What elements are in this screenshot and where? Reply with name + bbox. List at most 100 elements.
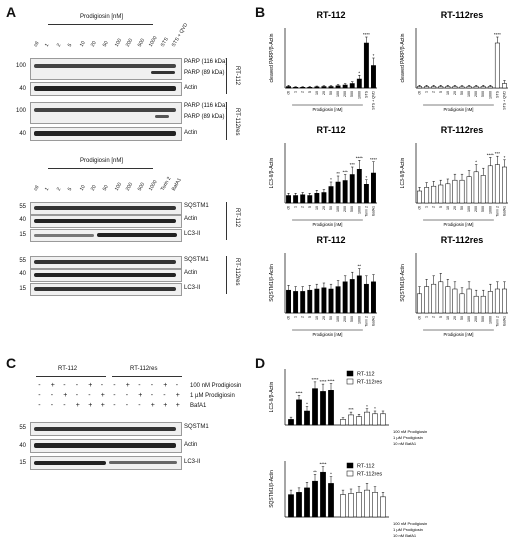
panel-label-a: A (6, 4, 17, 20)
y-axis-label: cleaved PARP/β-Actin (269, 33, 275, 82)
chart-title: RT-112 (316, 125, 345, 135)
bar (445, 86, 451, 89)
label-parp116-a1: PARP (116 kDa) (184, 59, 228, 65)
label-sqstm1-c: SQSTM1 (184, 424, 209, 430)
label-sqstm1-a3: SQSTM1 (184, 203, 209, 209)
legend-swatch (346, 462, 354, 469)
lane-label: 50 (101, 40, 110, 48)
sign-cell: - (125, 402, 129, 409)
bar (314, 86, 320, 89)
bar (356, 416, 362, 426)
bar (328, 288, 334, 314)
lane-label: 5 (67, 42, 74, 48)
tick-label: 1000 (488, 91, 492, 99)
significance-label: **** (311, 377, 318, 382)
tick-label: 20 (453, 206, 457, 210)
sign-cell: + (175, 402, 180, 409)
tick-label: Torin 2 (364, 316, 368, 327)
condition-label: 1 µM Prodigiosin (393, 435, 423, 440)
sign-cell: - (138, 382, 141, 389)
tick-label: 1 (294, 316, 298, 318)
bar (307, 289, 313, 314)
tick-label: 1 (294, 91, 298, 93)
sign-cell: - (75, 382, 79, 389)
lane-label: 1 (44, 42, 51, 48)
lane-label: 5 (67, 186, 74, 192)
label-actin-c: Actin (184, 442, 198, 448)
lane-label: 10 (78, 184, 87, 192)
tick-label: Torin 2 (495, 316, 499, 327)
bar (473, 171, 479, 204)
bar (494, 42, 500, 89)
bracket-rt112res-a2 (226, 102, 227, 140)
lane-label: 50 (101, 184, 110, 192)
significance-label: * (373, 53, 375, 58)
bar (466, 288, 472, 314)
bar (348, 493, 354, 518)
bracket-rt112-a3 (226, 202, 227, 240)
lane-label: 100 (113, 37, 123, 48)
blot-actin-rt112res-a (30, 127, 182, 141)
sign-cell: + (138, 392, 143, 399)
y-axis-label: SQSTM1/β-Actin (269, 264, 275, 302)
mw-55-a4: 55 (19, 258, 26, 264)
bar (304, 487, 310, 518)
tick-label: 200 (474, 316, 478, 322)
y-axis-label: SQSTM1/β-Actin (400, 264, 406, 302)
lane-label: STS (159, 36, 170, 48)
tick-label: ctl (418, 206, 422, 210)
group-rt112res-c: RT-112res (130, 366, 158, 372)
tick-label: 200 (474, 206, 478, 212)
bar (424, 86, 430, 89)
significance-label: *** (348, 407, 354, 412)
tick-label: BafA1 (502, 316, 506, 326)
lane-label: 500 (136, 181, 146, 192)
bar (459, 293, 465, 314)
bar (364, 411, 370, 426)
panel-d-svg: LC3-II/β-Actin ********* **** ******** *RT-1… (269, 369, 427, 538)
significance-label: **** (356, 155, 363, 160)
bar (312, 480, 318, 518)
y-axis-label: LC3-II/β-Actin (269, 157, 275, 188)
tick-label: 500 (350, 206, 354, 212)
prodigiosin-bracket-top (48, 24, 153, 25)
tick-label: 500 (481, 316, 485, 322)
sign-grid-c: - + - - + - - + - - + - - - + - - + - - + - - + - - - + + + - - - + + + (34, 382, 184, 418)
sign-cell: - (113, 382, 116, 389)
cond-100nm-c: 100 nM Prodigiosin (190, 383, 242, 389)
bar (473, 295, 479, 314)
significance-label: *** (350, 162, 356, 167)
tick-label: 5 (308, 91, 312, 93)
bar (431, 86, 437, 89)
tick-label: 1000 (357, 91, 361, 99)
tick-label: 100 (336, 316, 340, 322)
significance-label: **** (319, 379, 326, 384)
bar (502, 166, 507, 204)
bar (321, 86, 327, 89)
tick-label: 2 (432, 206, 436, 208)
bar (466, 86, 472, 89)
mw-100-a1: 100 (15, 63, 26, 69)
lane-label: ctl (32, 184, 41, 192)
legend-label: RT-112 (357, 464, 375, 470)
legend-swatch (346, 370, 354, 377)
bar (371, 172, 376, 204)
bar (380, 496, 386, 518)
bar (459, 179, 465, 204)
bar (356, 78, 362, 89)
bar (372, 413, 378, 426)
chart-b-3: RT-112res LC3-II/β-Actin ctl 1 2 5 10 20 50 100 * 2… (400, 125, 508, 227)
sign-cell: - (138, 402, 141, 409)
label-parp89-a1: PARP (89 kDa) (184, 70, 225, 76)
bar (363, 283, 369, 314)
significance-label: *** (343, 170, 349, 175)
tick-label: ctl (287, 316, 291, 320)
tick-label: 10 (446, 91, 450, 95)
significance-label: * (366, 175, 368, 180)
group-label: Prodigiosin [nM] (312, 222, 342, 227)
tick-label: 1000 (357, 206, 361, 214)
sign-cell: + (163, 382, 168, 389)
tick-label: 200 (343, 206, 347, 212)
lane-labels-top: ctl 1 2 5 10 20 50 100 200 500 1000 STS STS + QVD (33, 22, 190, 52)
